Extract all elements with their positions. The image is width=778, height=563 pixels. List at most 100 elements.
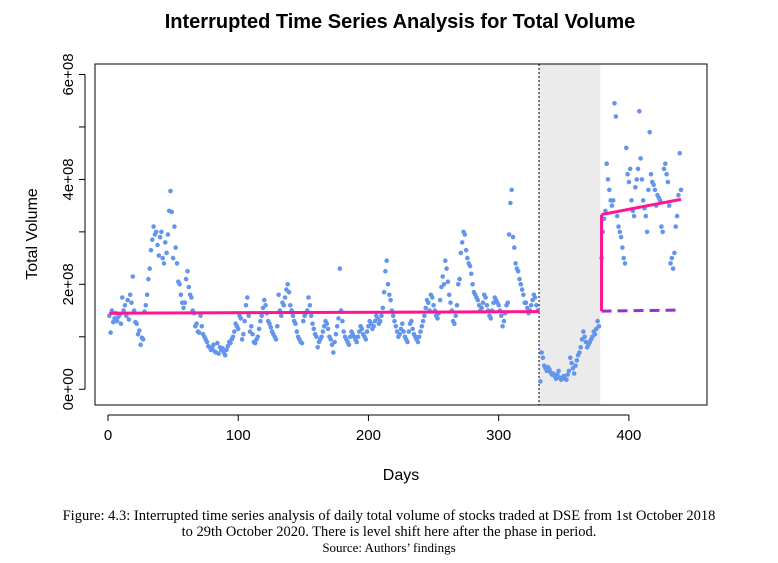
- data-point: [159, 229, 164, 235]
- data-point: [622, 261, 628, 266]
- data-point: [340, 318, 345, 324]
- data-point: [160, 255, 165, 261]
- data-point: [475, 297, 481, 303]
- data-point: [393, 324, 399, 329]
- data-point: [194, 321, 199, 327]
- data-point: [400, 321, 405, 327]
- caption-line-1: Figure: 4.3: Interrupted time series ana…: [62, 508, 716, 524]
- data-point: [222, 352, 228, 358]
- data-point: [256, 326, 262, 332]
- data-point: [363, 337, 369, 342]
- data-point: [618, 234, 624, 240]
- data-point: [571, 371, 577, 376]
- data-point: [120, 295, 125, 300]
- data-point: [144, 292, 150, 298]
- data-point: [505, 300, 511, 306]
- y-tick-label: 4e+08: [60, 158, 77, 200]
- data-point: [147, 266, 152, 271]
- data-point: [664, 171, 669, 177]
- data-point: [273, 337, 279, 342]
- data-point: [435, 316, 440, 321]
- data-point: [458, 250, 464, 256]
- data-point: [519, 287, 525, 292]
- data-point: [314, 334, 319, 340]
- data-point: [286, 289, 292, 295]
- data-point: [129, 300, 134, 306]
- data-point: [624, 145, 629, 151]
- data-point: [249, 324, 254, 329]
- data-point: [652, 187, 658, 193]
- data-point: [259, 313, 265, 319]
- data-point: [258, 318, 263, 324]
- data-point: [426, 300, 431, 306]
- data-point: [135, 331, 141, 337]
- data-point: [638, 156, 643, 161]
- data-point: [467, 263, 473, 269]
- data-point: [452, 321, 457, 327]
- data-point: [294, 329, 300, 334]
- data-point: [325, 326, 331, 332]
- data-point: [423, 305, 429, 311]
- data-point: [410, 326, 416, 332]
- data-point: [155, 242, 160, 248]
- data-point: [153, 229, 159, 235]
- x-axis-label: Days: [383, 467, 419, 484]
- data-point: [651, 182, 656, 187]
- data-point: [556, 368, 561, 374]
- data-point: [388, 297, 393, 303]
- data-point: [383, 268, 388, 274]
- data-point: [307, 303, 313, 308]
- fit-line-pre: [109, 310, 540, 315]
- data-point: [255, 334, 261, 340]
- data-point: [463, 247, 469, 253]
- data-point: [441, 282, 447, 287]
- data-point: [626, 179, 632, 185]
- data-point: [130, 274, 136, 279]
- data-point: [469, 271, 474, 277]
- data-point: [518, 282, 524, 287]
- data-point: [515, 268, 521, 274]
- data-point: [470, 282, 475, 287]
- data-point: [496, 303, 502, 308]
- data-point: [242, 318, 247, 324]
- data-point: [114, 318, 120, 324]
- data-point: [199, 324, 205, 329]
- caption-line-2: to 29th October 2020. There is level shi…: [181, 524, 597, 540]
- data-point: [565, 372, 570, 377]
- data-point: [241, 331, 246, 337]
- data-point: [678, 187, 684, 193]
- data-point: [262, 297, 267, 303]
- data-point: [299, 340, 305, 346]
- data-point: [517, 276, 522, 282]
- data-point: [665, 179, 671, 185]
- data-point: [401, 329, 406, 334]
- data-point: [663, 161, 668, 166]
- data-point: [457, 276, 462, 282]
- data-point: [390, 313, 396, 319]
- data-point: [614, 213, 620, 219]
- data-point: [512, 245, 517, 250]
- data-point: [252, 340, 258, 346]
- data-point: [381, 289, 387, 295]
- data-point: [633, 185, 638, 190]
- data-point: [508, 200, 513, 206]
- data-point: [216, 351, 221, 356]
- data-point: [359, 326, 365, 332]
- data-point: [616, 224, 621, 229]
- data-point: [334, 324, 340, 329]
- data-point: [186, 284, 192, 290]
- fit-lines-layer: [109, 197, 682, 315]
- data-point: [674, 213, 680, 219]
- data-point: [224, 347, 229, 353]
- data-point: [609, 203, 615, 208]
- data-point: [172, 224, 177, 229]
- data-point: [440, 274, 446, 279]
- data-point: [161, 261, 167, 266]
- data-point: [465, 255, 470, 261]
- data-point: [578, 345, 583, 350]
- data-point: [568, 355, 573, 361]
- data-point: [246, 313, 251, 319]
- data-point: [462, 232, 468, 237]
- data-point: [479, 305, 485, 311]
- data-point: [660, 229, 665, 235]
